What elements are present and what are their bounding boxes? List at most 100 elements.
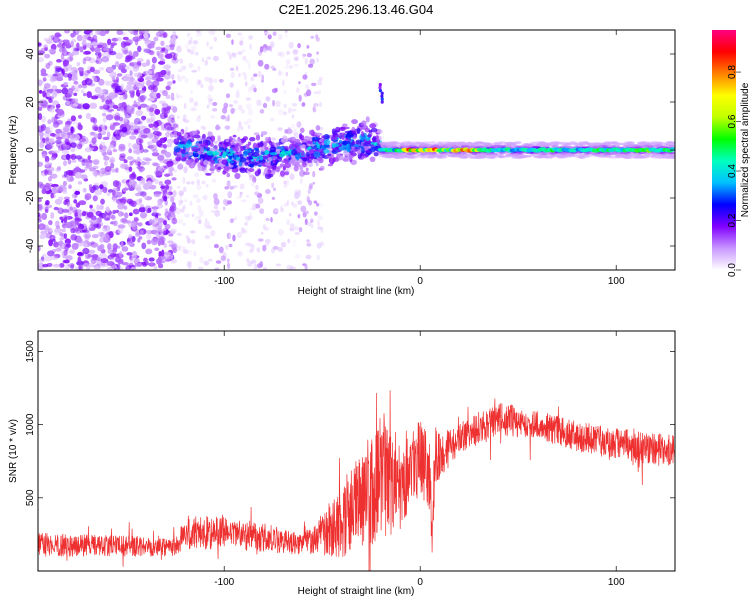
heatmap-cell	[227, 200, 232, 205]
heatmap-cell	[279, 151, 286, 158]
heatmap-cell	[53, 253, 61, 259]
heatmap-cell	[308, 129, 314, 135]
heatmap-cell	[98, 66, 105, 71]
heatmap-cell	[177, 245, 182, 249]
heatmap-cell	[149, 111, 155, 117]
heatmap-cell	[197, 166, 203, 172]
heatmap-cell	[239, 153, 244, 159]
heatmap-cell	[195, 51, 199, 56]
heatmap-cell	[139, 204, 145, 208]
heatmap-cell	[73, 87, 80, 93]
colorbar-label: Normalized spectral amplitude	[740, 82, 750, 217]
heatmap-cell	[132, 149, 141, 155]
heatmap-cell	[382, 141, 388, 145]
heatmap-cell	[44, 53, 51, 59]
heatmap-cell	[61, 87, 69, 95]
heatmap-cell	[70, 126, 74, 134]
heatmap-cell	[126, 80, 135, 86]
heatmap-cell	[178, 199, 182, 206]
heatmap-cell	[292, 203, 298, 208]
heatmap-cell	[313, 91, 320, 95]
heatmap-cell	[259, 208, 265, 215]
heatmap-cell	[194, 216, 199, 222]
heatmap-cell	[167, 139, 173, 147]
heatmap-cell	[51, 40, 57, 44]
heatmap-cell	[133, 252, 137, 257]
heatmap-cell	[277, 246, 283, 252]
heatmap-cell	[92, 159, 100, 165]
heatmap-cell	[75, 202, 81, 208]
heatmap-cell	[203, 194, 208, 201]
heatmap-cell	[277, 127, 283, 132]
heatmap-cell	[119, 155, 126, 162]
heatmap-cell	[54, 248, 62, 252]
heatmap-cell	[97, 172, 105, 177]
heatmap-cell	[470, 142, 478, 146]
heatmap-cell	[141, 116, 146, 122]
heatmap-cell	[245, 59, 250, 64]
heatmap-cell	[307, 63, 314, 68]
heatmap-cell	[102, 103, 108, 109]
heatmap-cell	[79, 46, 84, 53]
heatmap-cell	[71, 47, 76, 52]
heatmap-cell	[160, 185, 166, 190]
heatmap-cell	[249, 136, 256, 142]
heatmap-cell	[95, 60, 99, 64]
heatmap-cell	[54, 32, 61, 38]
heatmap-cell	[206, 41, 209, 47]
heatmap-cell	[88, 249, 96, 254]
heatmap-cell	[62, 149, 70, 154]
heatmap-cell	[99, 148, 103, 153]
heatmap-cell	[149, 50, 155, 56]
heatmap-cell	[156, 131, 162, 137]
heatmap-cell	[244, 161, 249, 165]
heatmap-cell	[97, 133, 103, 140]
heatmap-cell	[283, 202, 289, 207]
heatmap-cell	[196, 32, 200, 37]
heatmap-cell	[175, 92, 180, 100]
heatmap-cell	[267, 168, 272, 174]
heatmap-cell	[191, 69, 198, 73]
heatmap-cell	[131, 235, 136, 243]
heatmap-cell	[171, 242, 178, 250]
heatmap-cell	[550, 141, 560, 144]
heatmap-cell	[147, 132, 154, 139]
heatmap-cell	[654, 144, 662, 147]
heatmap-cell	[101, 112, 107, 117]
heatmap-cell	[49, 107, 55, 113]
heatmap-cell	[67, 73, 73, 79]
heatmap-cell	[236, 126, 241, 132]
heatmap-cell	[239, 40, 244, 46]
heatmap-cell	[44, 129, 52, 134]
heatmap-cell	[264, 150, 270, 155]
heatmap-cell	[78, 266, 82, 270]
heatmap-cell	[300, 205, 307, 213]
heatmap-cell	[99, 105, 105, 110]
heatmap-cell	[123, 88, 129, 93]
heatmap-cell	[560, 141, 569, 145]
heatmap-cell	[229, 185, 235, 190]
heatmap-cell	[152, 126, 159, 131]
heatmap-cell	[265, 188, 271, 194]
heatmap-cell	[313, 200, 318, 204]
heatmap-cell	[114, 129, 120, 135]
heatmap-cell	[137, 222, 143, 227]
heatmap-cell	[132, 125, 140, 131]
heatmap-cell	[301, 150, 305, 157]
heatmap-cell	[155, 119, 162, 127]
heatmap-cell	[40, 68, 47, 75]
heatmap-cell	[65, 170, 74, 176]
heatmap-cell	[265, 241, 270, 247]
heatmap-cell	[316, 242, 322, 249]
heatmap-cell	[42, 90, 46, 98]
heatmap-cell	[601, 152, 612, 156]
heatmap-cell	[226, 172, 231, 178]
heatmap-cell	[247, 86, 253, 93]
heatmap-cell	[50, 256, 59, 260]
heatmap-cell	[138, 198, 143, 203]
heatmap-cell	[283, 89, 287, 95]
heatmap-cell	[120, 83, 125, 91]
heatmap-cell	[191, 238, 196, 245]
heatmap-cell	[426, 155, 435, 158]
heatmap-cell	[183, 199, 188, 202]
